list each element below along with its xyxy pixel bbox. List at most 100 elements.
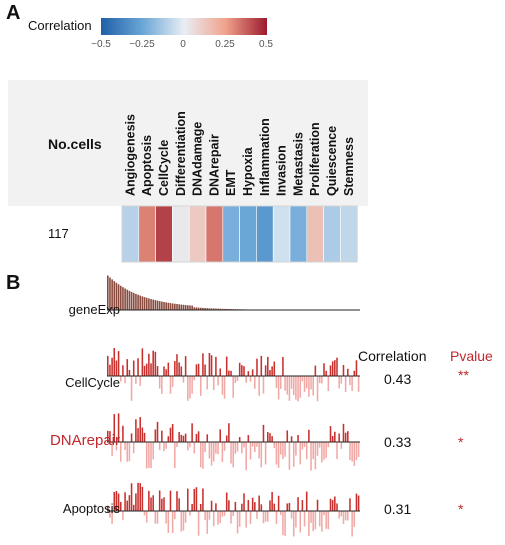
score-bar bbox=[241, 365, 243, 376]
score-bar bbox=[251, 497, 254, 511]
score-bar bbox=[316, 499, 319, 511]
geneexp-bar bbox=[199, 307, 202, 310]
score-bar bbox=[191, 423, 193, 442]
score-bar bbox=[197, 431, 200, 442]
geneexp-bar bbox=[176, 304, 178, 310]
score-bar bbox=[340, 376, 343, 384]
score-bar bbox=[232, 511, 234, 517]
score-bar bbox=[331, 500, 334, 511]
score-bar bbox=[275, 511, 278, 525]
score-bar bbox=[223, 376, 226, 399]
score-bar bbox=[299, 376, 302, 398]
score-bar bbox=[256, 442, 258, 447]
score-bar bbox=[109, 364, 111, 376]
track-label-cellcycle: CellCycle bbox=[65, 375, 120, 390]
score-bar bbox=[122, 365, 124, 376]
score-bar bbox=[282, 356, 284, 376]
score-bar bbox=[219, 429, 222, 442]
heatmap-column-label: Angiogenesis bbox=[123, 114, 137, 196]
score-bar bbox=[154, 351, 157, 376]
score-bar bbox=[308, 511, 310, 537]
heatmap-cell bbox=[306, 205, 324, 263]
score-bar bbox=[208, 352, 211, 376]
score-bar bbox=[290, 436, 293, 442]
score-bar bbox=[119, 376, 122, 382]
score-bar bbox=[301, 376, 304, 382]
score-bar bbox=[305, 491, 308, 511]
score-bar bbox=[323, 511, 325, 516]
score-bar bbox=[288, 376, 291, 401]
heatmap-column-label: Proliferation bbox=[308, 122, 322, 196]
score-bar bbox=[260, 504, 263, 511]
score-bar bbox=[148, 442, 150, 468]
score-bar bbox=[217, 442, 219, 455]
score-bar bbox=[249, 442, 252, 460]
score-bar bbox=[195, 364, 198, 376]
score-bar bbox=[135, 493, 137, 511]
score-bar bbox=[247, 435, 250, 442]
score-bar bbox=[264, 511, 267, 522]
score-bar bbox=[338, 433, 340, 442]
score-bar bbox=[221, 511, 224, 517]
score-bar bbox=[212, 511, 215, 527]
score-bar bbox=[206, 376, 209, 390]
score-bar bbox=[141, 486, 144, 511]
score-bar bbox=[347, 511, 349, 521]
geneexp-bar bbox=[115, 282, 118, 310]
geneexp-bar bbox=[130, 291, 133, 310]
score-bar bbox=[340, 442, 343, 449]
geneexp-bar bbox=[221, 308, 224, 310]
score-bar bbox=[199, 504, 202, 511]
score-bar bbox=[357, 442, 360, 457]
pvalue-column-header: Pvalue bbox=[450, 348, 493, 364]
score-bar bbox=[286, 430, 289, 442]
heatmap-cell bbox=[239, 205, 257, 263]
score-bar bbox=[308, 429, 310, 442]
panel-b-letter: B bbox=[6, 272, 21, 294]
heatmap-column-label: Quiescence bbox=[325, 126, 339, 196]
score-bar bbox=[318, 511, 321, 527]
score-bar bbox=[251, 442, 254, 447]
score-bar bbox=[197, 511, 200, 536]
score-bar bbox=[334, 496, 336, 511]
geneexp-bar bbox=[128, 290, 131, 310]
score-bar bbox=[321, 511, 323, 532]
geneexp-bar bbox=[210, 308, 213, 310]
score-bar bbox=[113, 414, 116, 442]
geneexp-bar bbox=[109, 277, 111, 310]
score-bar bbox=[301, 500, 304, 511]
geneexp-bar bbox=[111, 279, 113, 310]
score-bar bbox=[174, 361, 176, 376]
score-bar bbox=[241, 442, 243, 454]
score-bar bbox=[158, 490, 161, 511]
score-bar bbox=[163, 366, 165, 376]
heatmap-outline bbox=[121, 205, 358, 263]
score-bar bbox=[139, 417, 141, 442]
geneexp-bar bbox=[182, 304, 185, 310]
score-bar bbox=[297, 497, 299, 511]
pvalue-stars: * bbox=[458, 501, 464, 517]
score-bar bbox=[357, 495, 360, 511]
score-bar bbox=[275, 376, 278, 389]
geneexp-bar bbox=[187, 305, 189, 310]
score-bar bbox=[193, 442, 196, 454]
score-bar bbox=[286, 503, 289, 511]
score-bar bbox=[219, 511, 222, 523]
score-bar bbox=[212, 442, 215, 462]
score-bar bbox=[251, 369, 254, 376]
score-bar bbox=[282, 442, 284, 460]
heatmap-column-label: Differentiation bbox=[174, 111, 188, 196]
score-bar bbox=[230, 511, 232, 524]
score-bar bbox=[234, 376, 237, 383]
score-bar bbox=[117, 493, 120, 511]
score-bar bbox=[115, 442, 118, 451]
score-bar bbox=[174, 442, 176, 469]
score-bar bbox=[117, 351, 120, 376]
score-bar bbox=[314, 511, 317, 530]
score-bar bbox=[158, 442, 161, 451]
heatmap-cell bbox=[205, 205, 224, 263]
score-bar bbox=[161, 498, 163, 511]
score-bar bbox=[349, 442, 351, 460]
heatmap-cell bbox=[188, 205, 207, 263]
geneexp-bar bbox=[206, 308, 209, 310]
